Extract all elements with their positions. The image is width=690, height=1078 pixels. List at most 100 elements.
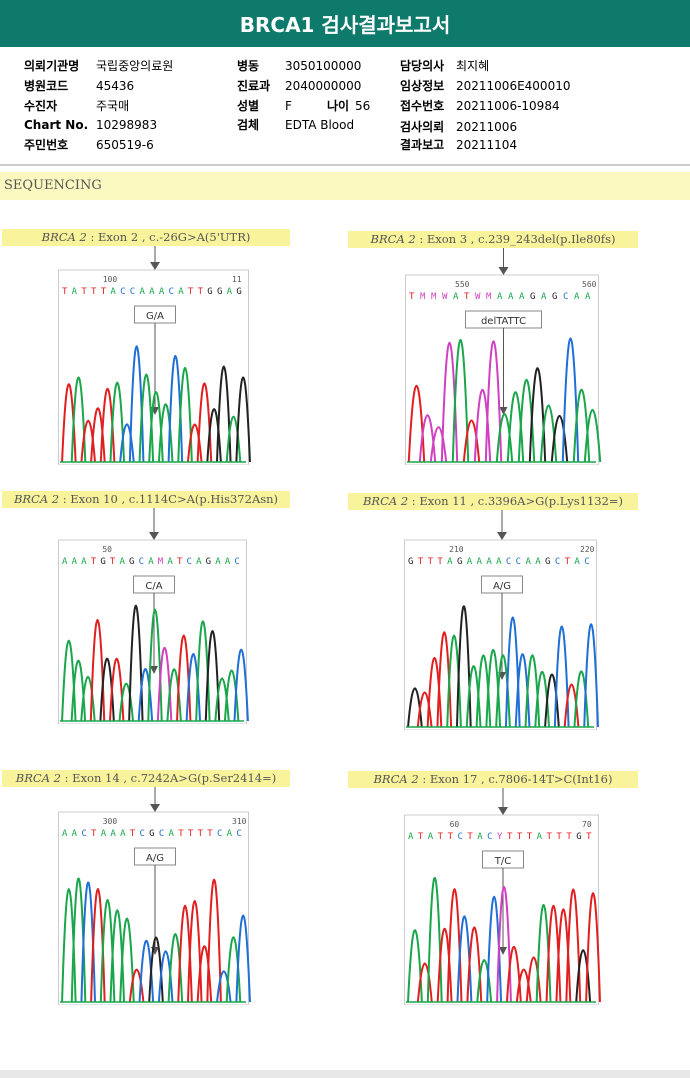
info-field: Chart No. 10298983 (24, 118, 157, 132)
base-call: G (217, 287, 222, 297)
variant-call: A/G (493, 581, 511, 592)
info-field: 주민번호 650519-6 (24, 136, 154, 153)
info-value: 650519-6 (96, 138, 154, 152)
position-tick: 210 (449, 545, 464, 554)
info-label: 접수번호 (400, 99, 445, 113)
trace-peak (575, 949, 592, 1003)
base-call: G (530, 292, 535, 302)
trace-peak (466, 926, 483, 1003)
base-call: T (527, 832, 533, 842)
info-label: Chart No. (24, 118, 89, 132)
trace-peak (157, 403, 174, 463)
base-call: A (196, 557, 202, 567)
base-call: A (110, 287, 116, 297)
base-call: C (187, 557, 192, 567)
trace-peak (109, 381, 126, 463)
info-label: 진료과 (237, 79, 271, 93)
info-label: 나이 (327, 99, 350, 113)
trace-peak (119, 917, 135, 1003)
info-label: 주민번호 (24, 138, 69, 152)
base-call: A (477, 832, 483, 842)
trace-peak (166, 668, 182, 722)
trace-peak (561, 337, 580, 463)
position-tick: 100 (103, 275, 118, 284)
trace-peak (196, 945, 213, 1003)
trace-peak (216, 970, 232, 1003)
position-tick: 550 (455, 280, 470, 289)
variant-label: BRCA 2 : Exon 3 , c.239_243del(p.Ile80fs… (348, 231, 638, 248)
info-field: 검체 EDTA Blood (237, 116, 354, 133)
info-field: 병원코드 45436 (24, 77, 134, 94)
trace-peak (583, 623, 599, 728)
trace-peak (496, 885, 512, 1003)
info-label: 병원코드 (24, 79, 69, 93)
base-call: T (428, 557, 434, 567)
arrow-head-icon (498, 807, 508, 815)
info-value: 20211104 (456, 138, 518, 152)
base-call: T (418, 832, 424, 842)
base-call: G (408, 557, 413, 567)
variant-call: G/A (146, 311, 164, 322)
base-call: T (207, 829, 213, 839)
base-call: W (475, 292, 481, 302)
position-tick: 60 (450, 820, 460, 829)
base-call: T (91, 287, 97, 297)
trace-peak (167, 933, 184, 1003)
info-field: 의뢰기관명 국립중앙의료원 (24, 57, 173, 74)
trace-peak (407, 385, 426, 463)
base-call: T (130, 829, 136, 839)
info-field: 결과보고 20211104 (400, 136, 517, 153)
trace-peak (235, 914, 251, 1003)
gene-name: BRCA 2 (362, 494, 409, 508)
chromatogram-frame (404, 539, 597, 730)
base-call: A (225, 557, 231, 567)
trace-peak (495, 654, 511, 728)
trace-peak (407, 929, 423, 1003)
base-call: T (517, 832, 523, 842)
base-call: W (442, 292, 448, 302)
trace-peak (80, 420, 96, 463)
base-call: A (227, 829, 233, 839)
base-call: A (110, 829, 116, 839)
info-label: 담당의사 (400, 59, 445, 73)
base-call: M (420, 292, 426, 302)
base-call: T (556, 832, 562, 842)
base-call: A (178, 287, 184, 297)
base-call: A (496, 557, 502, 567)
info-field: 수진자 주국매 (24, 97, 129, 114)
position-tick: 220 (580, 545, 595, 554)
base-call: A (477, 557, 483, 567)
info-value: EDTA Blood (285, 118, 355, 132)
base-call: T (438, 832, 444, 842)
base-call: C (457, 832, 462, 842)
trace-peak (214, 677, 230, 722)
trace-peak (128, 604, 144, 722)
info-label: 결과보고 (400, 138, 445, 152)
base-call: T (91, 829, 97, 839)
base-call: A (585, 292, 591, 302)
base-call: C (563, 292, 568, 302)
base-call: M (486, 292, 492, 302)
base-call: A (541, 292, 547, 302)
trace-peak (476, 959, 493, 1003)
pointer-head-icon (499, 947, 507, 955)
base-call: T (188, 287, 194, 297)
variant-call: C/A (145, 581, 162, 592)
trace-peak (426, 656, 443, 728)
trace-peak (451, 339, 470, 463)
base-call: A (148, 557, 154, 567)
arrow-head-icon (150, 262, 160, 270)
base-call: T (586, 832, 592, 842)
trace-peak (544, 673, 560, 728)
base-call: T (81, 287, 87, 297)
variant-call: A/G (146, 853, 164, 864)
trace-peak (553, 625, 570, 728)
section-title: SEQUENCING (0, 172, 690, 200)
base-call: A (81, 557, 87, 567)
base-call: G (552, 292, 557, 302)
gene-name: BRCA 2 (41, 230, 87, 244)
position-tick: 11 (232, 275, 242, 284)
base-call: A (101, 829, 107, 839)
variant-label: BRCA 2 : Exon 14 , c.7242A>G(p.Ser2414=) (2, 770, 290, 787)
base-call: A (537, 832, 543, 842)
